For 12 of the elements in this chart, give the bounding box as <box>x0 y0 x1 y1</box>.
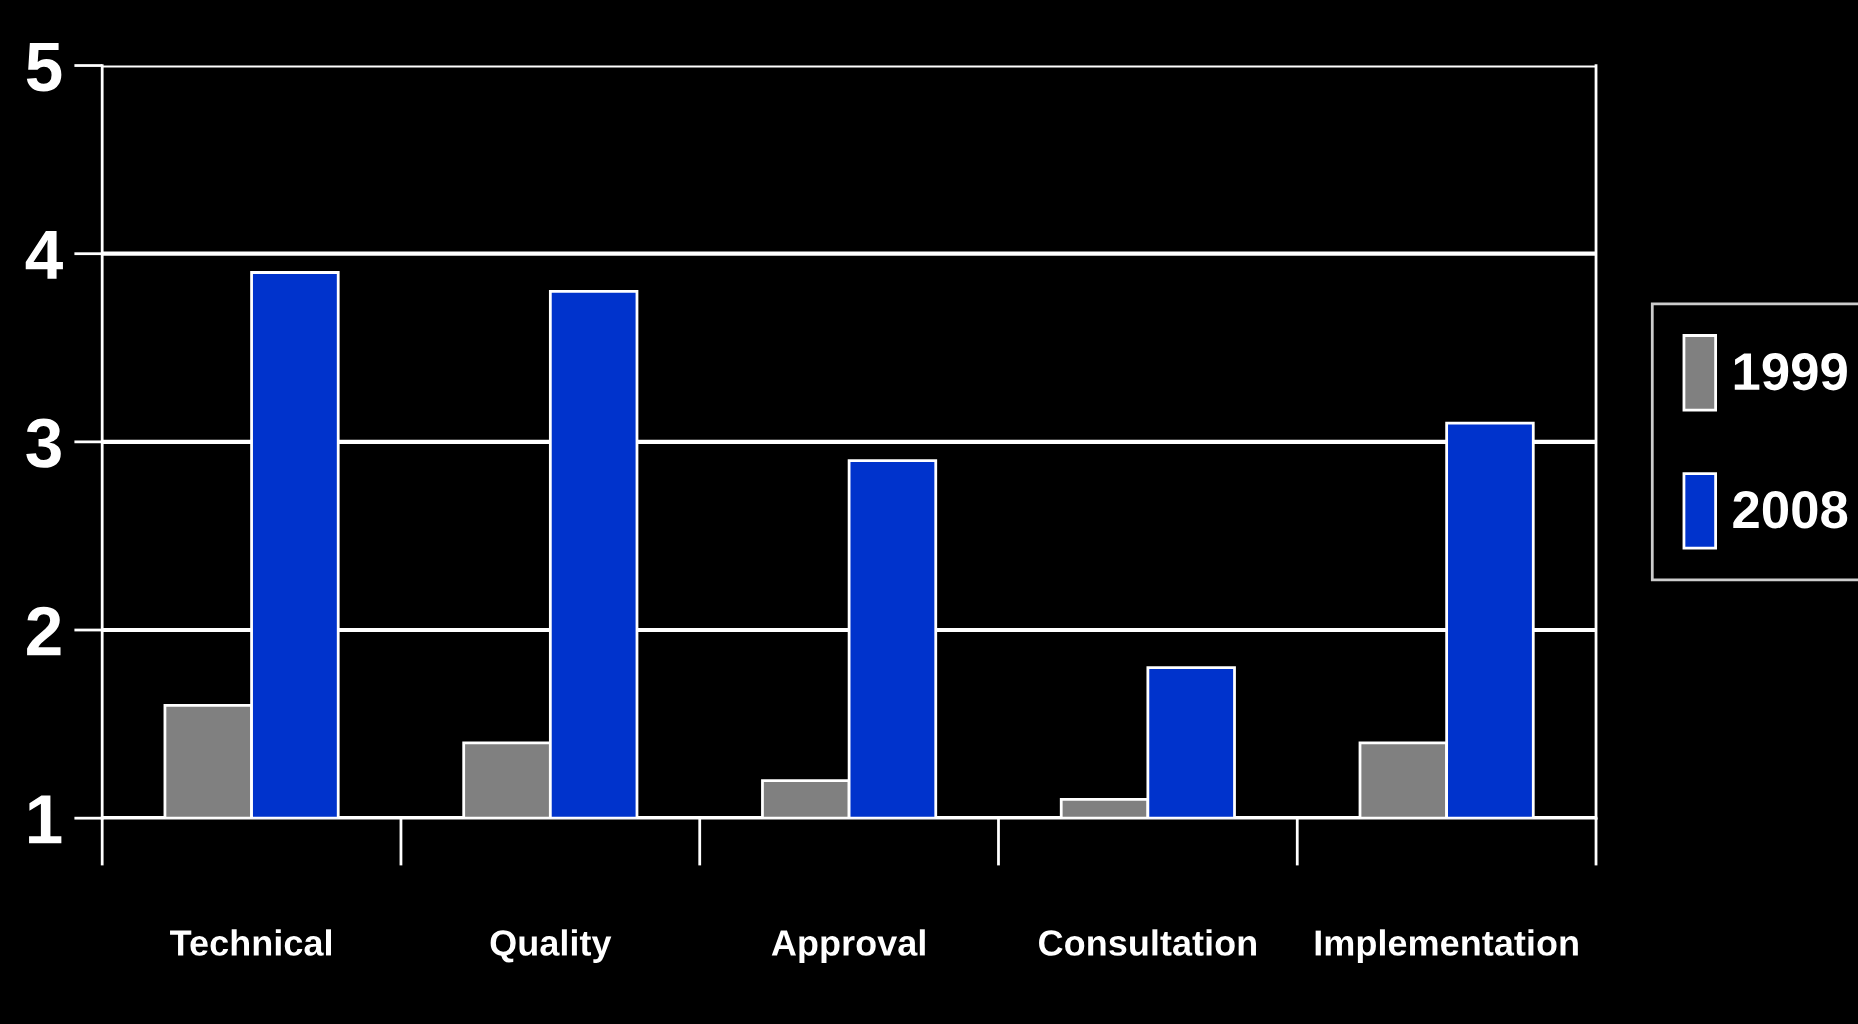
y-tick-label: 2 <box>27 606 61 656</box>
y-tick-label: 5 <box>26 42 62 92</box>
x-tick-label: Implementation <box>1315 929 1578 963</box>
y-tick-label: 3 <box>26 418 61 468</box>
legend-label: 2008 <box>1733 491 1848 529</box>
x-tick-label: Consultation <box>1039 929 1256 956</box>
y-tick-label: 1 <box>29 795 62 844</box>
x-tick-label: Approval <box>771 929 925 963</box>
x-tick-label: Quality <box>490 929 612 963</box>
y-tick-label: 4 <box>25 231 63 279</box>
x-tick-label: Technical <box>170 929 331 956</box>
legend-label: 1999 <box>1734 353 1847 391</box>
